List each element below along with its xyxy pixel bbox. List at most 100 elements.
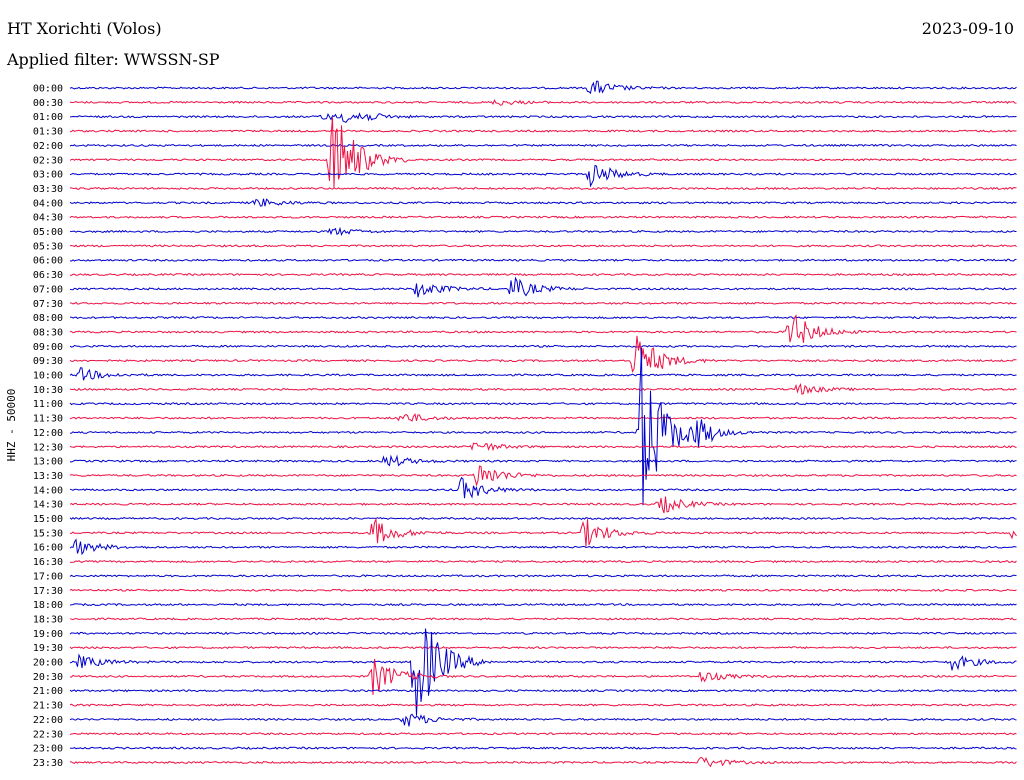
seismic-trace-0400 [69,198,1017,207]
time-tick-label: 00:30 [33,98,63,109]
seismic-trace-1900 [69,631,1017,635]
seismic-trace-1800 [69,602,1017,607]
seismic-trace-1700 [69,574,1017,578]
channel-label: HHZ - 50000 [5,389,18,462]
seismic-trace-0430 [69,215,1017,219]
time-tick-label: 16:30 [33,557,63,568]
time-tick-label: 13:00 [33,457,63,468]
record-date: 2023-09-10 [921,19,1014,38]
time-tick-label: 23:00 [33,744,63,755]
time-tick-label: 08:30 [33,327,63,338]
time-tick-label: 19:30 [33,643,63,654]
time-tick-label: 09:00 [33,342,63,353]
trace-group [69,80,1017,768]
time-tick-label: 22:00 [33,715,63,726]
time-tick-label: 17:00 [33,571,63,582]
seismic-trace-2000 [69,628,1017,716]
time-tick-label: 03:30 [33,184,63,195]
time-tick-label: 11:30 [33,414,63,425]
time-tick-label: 23:30 [33,758,63,769]
time-tick-label: 12:30 [33,442,63,453]
seismic-trace-0830 [69,314,1017,343]
time-tick-label: 20:30 [33,672,63,683]
time-tick-label: 06:30 [33,270,63,281]
seismic-trace-0130 [69,129,1017,133]
seismic-trace-1200 [69,347,1017,506]
time-tick-label: 18:30 [33,614,63,625]
time-tick-label: 10:00 [33,371,63,382]
seismic-trace-0900 [69,344,1017,348]
seismic-trace-0300 [69,164,1017,188]
time-tick-label: 04:00 [33,198,63,209]
time-tick-label: 06:00 [33,256,63,267]
seismic-trace-1430 [69,496,1017,514]
time-tick-label: 11:00 [33,399,63,410]
seismic-trace-2230 [69,732,1017,736]
time-tick-label: 10:30 [33,385,63,396]
time-tick-label: 00:00 [33,84,63,95]
time-tick-label: 07:00 [33,284,63,295]
time-tick-label: 13:30 [33,471,63,482]
seismic-trace-1630 [69,559,1017,564]
seismic-trace-0530 [69,244,1017,248]
time-tick-label: 21:30 [33,701,63,712]
time-tick-label: 22:30 [33,729,63,740]
seismic-trace-1300 [69,454,1017,467]
seismic-trace-0330 [69,186,1017,191]
seismic-trace-0930 [69,335,1017,373]
seismic-trace-0100 [69,112,1017,124]
time-tick-label: 04:30 [33,213,63,224]
time-tick-label: 09:30 [33,356,63,367]
seismic-trace-2130 [69,703,1017,707]
time-tick-label: 16:00 [33,543,63,554]
seismic-trace-0000 [69,80,1017,95]
time-tick-label: 12:00 [33,428,63,439]
seismic-trace-1930 [69,646,1017,650]
time-tick-label: 14:30 [33,500,63,511]
time-tick-label: 21:00 [33,686,63,697]
time-tick-label: 17:30 [33,586,63,597]
seismic-trace-1130 [69,413,1017,422]
seismic-trace-0800 [69,315,1017,320]
time-tick-label: 19:00 [33,629,63,640]
seismic-trace-1330 [69,465,1017,487]
seismic-trace-0630 [70,272,1017,277]
seismic-trace-1830 [69,617,1017,621]
time-tick-labels: 00:00 00:30 01:00 01:30 02:00 02:30 03:00 03:30… [33,84,63,769]
time-tick-label: 05:00 [33,227,63,238]
seismic-trace-2200 [69,713,1017,727]
seismic-trace-1230 [69,442,1017,452]
time-tick-label: 02:00 [33,141,63,152]
seismic-trace-1730 [69,588,1017,592]
time-tick-label: 08:00 [33,313,63,324]
seismic-trace-2030 [70,658,1017,695]
seismic-trace-0230 [69,117,1017,188]
time-tick-label: 05:30 [33,241,63,252]
seismic-trace-2100 [69,689,1017,693]
time-tick-label: 01:30 [33,127,63,138]
seismic-trace-1400 [69,476,1017,499]
seismic-trace-1530 [70,517,1017,547]
seismic-trace-0730 [69,301,1017,305]
time-tick-label: 02:30 [33,155,63,166]
seismic-trace-2330 [69,756,1017,768]
seismic-trace-0200 [69,143,1017,148]
time-tick-label: 14:00 [33,485,63,496]
time-tick-label: 18:00 [33,600,63,611]
seismic-trace-1500 [69,516,1017,521]
time-tick-label: 15:00 [33,514,63,525]
seismic-trace-0600 [69,258,1017,262]
seismic-trace-1100 [69,402,1017,406]
seismic-trace-0030 [69,99,1017,106]
time-tick-label: 03:00 [33,170,63,181]
filter-label: Applied filter: WWSSN-SP [7,50,220,69]
seismic-trace-1000 [69,367,1017,381]
seismic-trace-2300 [69,746,1017,750]
seismic-trace-0700 [69,276,1017,298]
seismic-trace-0500 [69,226,1017,237]
time-tick-label: 07:30 [33,299,63,310]
station-title: HT Xorichti (Volos) [7,19,162,38]
seismic-trace-1030 [69,382,1017,395]
time-tick-label: 15:30 [33,528,63,539]
